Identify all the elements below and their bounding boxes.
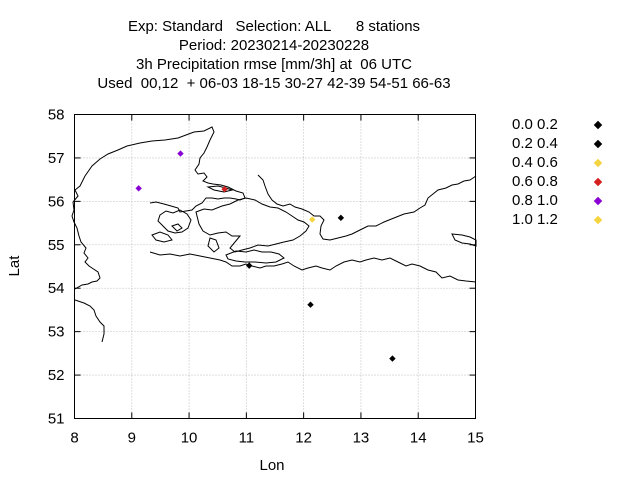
- x-tick-label-0: 8: [70, 430, 78, 447]
- station-point-5: [246, 262, 253, 269]
- station-point-0: [177, 150, 184, 157]
- legend-marker-5: [593, 215, 603, 225]
- station-point-1: [135, 185, 142, 192]
- station-point-3: [309, 216, 316, 223]
- y-axis-label: Lat: [6, 255, 23, 277]
- x-tick-label-7: 15: [467, 430, 484, 447]
- x-tick-label-3: 11: [239, 430, 255, 447]
- y-tick-label-2: 53: [48, 324, 65, 341]
- grid-lines: [74, 114, 476, 419]
- coast-fyn: [157, 209, 192, 234]
- legend-item-0: 0.0 0.2: [512, 115, 612, 134]
- title-line-3: 3h Precipitation rmse [mm/3h] at 06 UTC: [136, 56, 412, 73]
- legend-marker-3: [593, 177, 603, 187]
- x-tick-label-6: 14: [410, 430, 427, 447]
- coast-bornholm: [451, 233, 477, 247]
- legend-item-3: 0.6 0.8: [512, 172, 612, 191]
- legend-item-5: 1.0 1.2: [512, 210, 612, 229]
- y-tick-label-6: 57: [48, 150, 65, 167]
- coastline: [71, 126, 477, 343]
- station-point-7: [389, 355, 396, 362]
- coast-germany: [149, 251, 477, 283]
- legend-item-1: 0.2 0.4: [512, 134, 612, 153]
- x-tick-label-4: 12: [295, 430, 312, 447]
- legend-marker-4: [593, 196, 603, 206]
- coast-lolland: [225, 249, 285, 264]
- legend-marker-2: [593, 158, 603, 168]
- legend: 0.0 0.2 0.2 0.4 0.4 0.6 0.6 0.8 0.8 1.0 1.0 1…: [512, 115, 612, 229]
- y-tick-label-1: 52: [48, 367, 65, 384]
- y-tick-label-5: 56: [48, 193, 65, 210]
- coast-germany-west: [74, 299, 105, 343]
- station-point-2: [221, 185, 228, 193]
- station-point-6: [307, 301, 314, 308]
- legend-label-2: 0.4 0.6: [512, 154, 558, 171]
- plot-frame: [74, 114, 476, 419]
- station-points: [135, 150, 396, 362]
- coast-zealand: [195, 197, 310, 253]
- coast-sweden: [257, 174, 477, 241]
- x-axis-label: Lon: [259, 457, 284, 474]
- coast-anholt: [206, 185, 234, 193]
- legend-marker-1: [593, 139, 603, 149]
- chart-title: Exp: Standard Selection: ALL 8 stations …: [0, 17, 548, 93]
- coast-langeland: [207, 237, 220, 253]
- legend-label-0: 0.0 0.2: [512, 116, 558, 133]
- legend-item-4: 0.8 1.0: [512, 191, 612, 210]
- y-tick-label-4: 55: [48, 237, 65, 254]
- title-line-4: Used 00,12 + 06-03 18-15 30-27 42-39 54-…: [97, 75, 451, 92]
- x-tick-label-2: 10: [181, 430, 198, 447]
- legend-label-4: 0.8 1.0: [512, 192, 558, 209]
- x-tick-label-5: 13: [353, 430, 370, 447]
- y-tick-label-0: 51: [48, 411, 65, 428]
- title-line-1: Exp: Standard Selection: ALL 8 stations: [127, 18, 421, 35]
- title-line-2: Period: 20230214-20230228: [178, 37, 370, 54]
- axis-ticks: 8 9 10 11 12 13 14 15 51 52 53 54 55 56 57 58: [48, 107, 484, 447]
- coast-small-islands: [151, 223, 183, 243]
- legend-label-1: 0.2 0.4: [512, 135, 558, 152]
- station-point-4: [337, 214, 345, 222]
- legend-marker-0: [593, 120, 603, 130]
- x-tick-label-1: 9: [128, 430, 136, 447]
- y-tick-label-3: 54: [48, 280, 65, 297]
- coast-jutland: [71, 126, 246, 290]
- legend-label-3: 0.6 0.8: [512, 173, 558, 190]
- legend-label-5: 1.0 1.2: [512, 211, 558, 228]
- legend-item-2: 0.4 0.6: [512, 153, 612, 172]
- y-tick-label-7: 58: [48, 107, 65, 124]
